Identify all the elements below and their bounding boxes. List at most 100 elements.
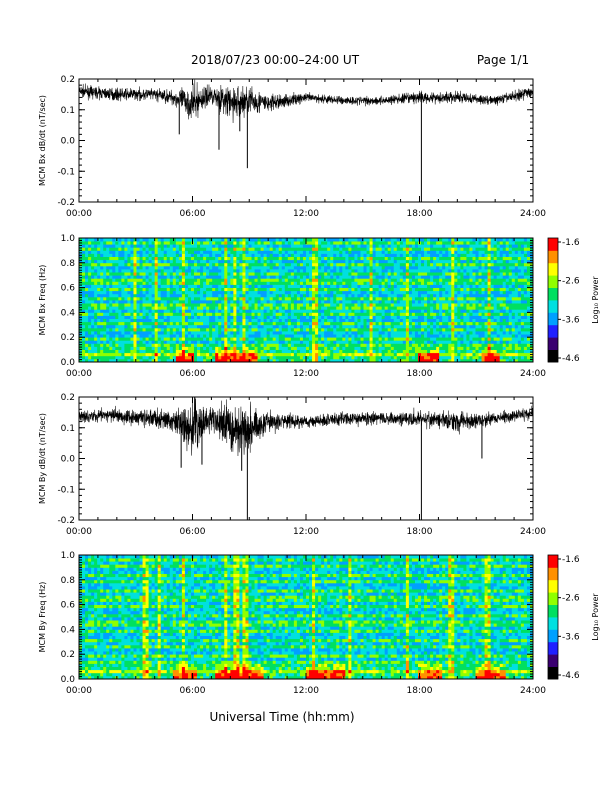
spectrogram-cell — [91, 250, 95, 254]
spectrogram-cell — [433, 352, 437, 357]
spectrogram-cell — [175, 238, 180, 242]
spectrogram-cell — [275, 241, 280, 245]
spectrogram-cell — [139, 293, 143, 298]
spectrogram-cell — [184, 247, 189, 251]
spectrogram-cell — [327, 253, 331, 257]
spectrogram-cell — [436, 290, 440, 295]
spectrogram-cell — [414, 340, 419, 344]
spectrogram-cell — [236, 265, 240, 270]
spectrogram-cell — [405, 262, 410, 267]
spectrogram-cell — [194, 358, 198, 363]
spectrogram-cell — [118, 293, 122, 298]
spectrogram-cell — [287, 275, 292, 279]
spectrogram-cell — [245, 358, 249, 363]
spectrogram-cell — [287, 284, 292, 288]
spectrogram-cell — [118, 355, 122, 360]
spectrogram-cell — [197, 259, 201, 264]
spectrogram-cell — [172, 340, 177, 344]
spectrogram-cell — [115, 290, 119, 295]
spectrogram-cell — [405, 324, 410, 329]
spectrogram-cell — [181, 253, 186, 257]
spectrogram-cell — [375, 300, 380, 304]
spectrogram-cell — [181, 278, 186, 282]
spectrogram-cell — [212, 340, 216, 344]
spectrogram-cell — [257, 272, 261, 276]
spectrogram-cell — [145, 293, 150, 298]
spectrogram-cell — [321, 278, 325, 282]
spectrogram-cell — [348, 331, 352, 335]
spectrogram-cell — [375, 238, 380, 242]
spectrogram-cell — [215, 349, 219, 354]
spectrogram-cell — [187, 306, 192, 310]
spectrogram-cell — [442, 256, 446, 261]
spectrogram-cell — [399, 349, 404, 354]
spectrogram-cell — [433, 315, 437, 319]
spectrogram-cell — [151, 346, 156, 350]
spectrogram-cell — [339, 241, 343, 245]
spectrogram-cell — [333, 334, 337, 338]
spectrogram-cell — [130, 290, 134, 295]
spectrogram-cell — [254, 287, 258, 292]
spectrogram-cell — [384, 247, 389, 251]
spectrogram-cell — [127, 259, 131, 264]
spectrogram-cell — [136, 334, 140, 338]
spectrogram-cell — [206, 355, 210, 360]
spectrogram-cell — [242, 290, 246, 295]
spectrogram-cell — [230, 265, 234, 270]
spectrogram-cell — [118, 259, 122, 264]
spectrogram-cell — [124, 340, 128, 344]
spectrogram-cell — [430, 355, 434, 360]
spectrogram-cell — [393, 340, 398, 344]
spectrogram-cell — [384, 309, 389, 313]
spectrogram-cell — [351, 262, 355, 267]
spectrogram-cell — [139, 346, 143, 350]
spectrogram-cell — [299, 272, 304, 276]
spectrogram-cell — [396, 278, 401, 282]
spectrogram-cell — [91, 358, 95, 363]
spectrogram-cell — [100, 321, 104, 326]
spectrogram-cell — [154, 331, 159, 335]
spectrogram-cell — [230, 275, 234, 279]
spectrogram-cell — [236, 238, 240, 242]
spectrogram-cell — [312, 287, 316, 292]
spectrogram-cell — [178, 250, 183, 254]
spectrogram-cell — [166, 253, 171, 257]
spectrogram-cell — [293, 275, 298, 279]
spectrogram-cell — [136, 321, 140, 326]
spectrogram-cell — [433, 244, 437, 248]
spectrogram-cell — [369, 269, 373, 273]
spectrogram-cell — [369, 334, 373, 338]
spectrogram-cell — [109, 293, 113, 298]
spectrogram-cell — [157, 259, 162, 264]
spectrogram-cell — [178, 290, 183, 295]
spectrogram-cell — [387, 256, 392, 261]
spectrogram-cell — [442, 253, 446, 257]
spectrogram-cell — [79, 259, 83, 264]
spectrogram-cell — [287, 303, 292, 307]
spectrogram-cell — [390, 312, 395, 316]
spectrogram-cell — [194, 340, 198, 344]
spectrogram-cell — [169, 318, 174, 323]
spectrogram-cell — [372, 293, 377, 298]
spectrogram-cell — [178, 247, 183, 251]
spectrogram-cell — [324, 265, 328, 270]
spectrogram-cell — [351, 349, 355, 354]
spectrogram-cell — [442, 287, 446, 292]
spectrogram-cell — [427, 290, 431, 295]
spectrogram-cell — [360, 287, 364, 292]
spectrogram-cell — [275, 265, 280, 270]
spectrogram-cell — [424, 331, 428, 335]
spectrogram-cell — [281, 309, 286, 313]
spectrogram-cell — [145, 340, 150, 344]
spectrogram-cell — [360, 247, 364, 251]
spectrogram-cell — [100, 324, 104, 329]
spectrogram-cell — [187, 269, 192, 273]
spectrogram-cell — [142, 355, 146, 360]
spectrogram-cell — [312, 259, 316, 264]
spectrogram-cell — [187, 262, 192, 267]
spectrogram-cell — [390, 281, 395, 285]
spectrogram-cell — [433, 287, 437, 292]
spectrogram-cell — [439, 352, 443, 357]
spectrogram-cell — [351, 358, 355, 363]
spectrogram-cell — [393, 331, 398, 335]
